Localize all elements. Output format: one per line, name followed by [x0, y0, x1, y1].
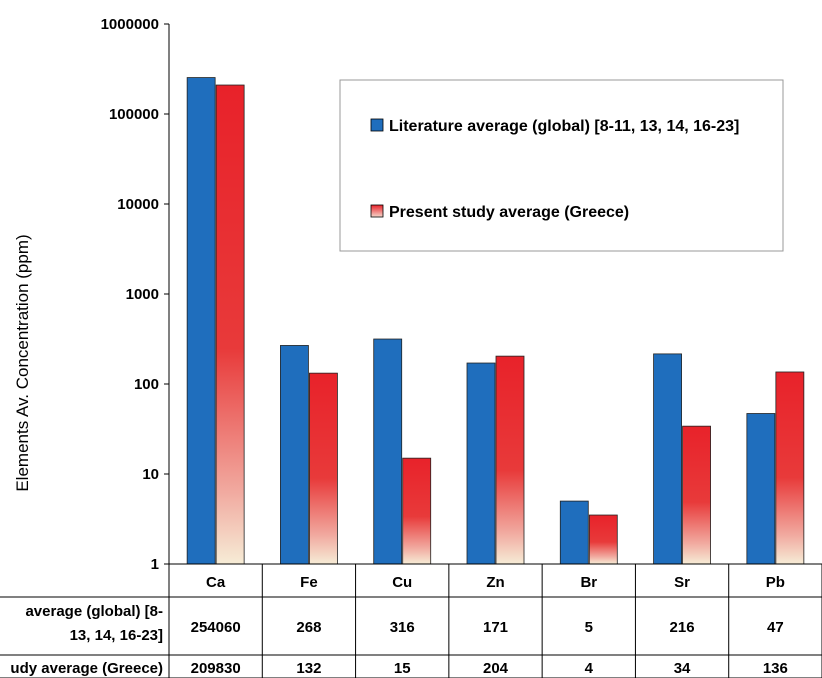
- table-row-label: average (global) [8-: [25, 603, 163, 620]
- category-label: Zn: [486, 574, 504, 591]
- table-value-present: 136: [763, 660, 788, 677]
- bar-literature-pb: [746, 413, 776, 565]
- bar-literature-ca: [186, 77, 216, 565]
- y-tick-label: 100000: [109, 106, 159, 123]
- table-value-literature: 268: [296, 619, 321, 636]
- bar-literature-br: [559, 500, 589, 565]
- table-value-present: 34: [674, 660, 691, 677]
- y-tick-label: 1000: [126, 286, 159, 303]
- bar-present-zn: [495, 355, 525, 565]
- table-value-literature: 316: [390, 619, 415, 636]
- bar-literature-sr: [653, 353, 682, 565]
- category-label: Fe: [300, 574, 318, 591]
- legend-label-present: Present study average (Greece): [389, 204, 629, 221]
- category-label: Br: [580, 574, 597, 591]
- y-tick-label: 1: [151, 556, 159, 573]
- bar-present-sr: [682, 425, 711, 565]
- legend-box: [339, 79, 784, 252]
- legend-swatch-literature: [370, 118, 384, 132]
- category-label: Cu: [392, 574, 412, 591]
- y-tick-label: 10: [142, 466, 159, 483]
- bar-present-pb: [775, 371, 805, 565]
- bar-present-br: [588, 514, 618, 565]
- bar-present-cu: [402, 457, 432, 565]
- table-value-literature: 171: [483, 619, 508, 636]
- table-value-present: 204: [483, 660, 509, 677]
- legend-label-literature: Literature average (global) [8-11, 13, 1…: [389, 118, 739, 135]
- bar-present-ca: [215, 84, 245, 565]
- bar-literature-zn: [466, 362, 496, 565]
- bars: [186, 77, 805, 565]
- table-value-present: 209830: [191, 660, 241, 677]
- y-tick-label: 100: [134, 376, 159, 393]
- table-value-literature: 254060: [191, 619, 241, 636]
- bar-present-fe: [309, 372, 338, 565]
- category-label: Pb: [766, 574, 785, 591]
- table-value-present: 15: [394, 660, 411, 677]
- y-axis-title: Elements Av. Concentration (ppm): [13, 234, 32, 491]
- table-value-literature: 216: [670, 619, 695, 636]
- bar-literature-cu: [373, 338, 403, 565]
- data-table: Ca Fe Cu Zn Br Sr Pb average (global) [8- 13, 14…: [0, 563, 822, 678]
- y-tick-label: 1000000: [101, 16, 159, 33]
- category-label: Sr: [674, 574, 690, 591]
- bar-literature-fe: [280, 345, 309, 565]
- table-row-label: udy average (Greece): [10, 660, 163, 677]
- table-value-present: 4: [585, 660, 594, 677]
- table-value-present: 132: [296, 660, 321, 677]
- table-value-literature: 5: [585, 619, 593, 636]
- category-label: Ca: [206, 574, 226, 591]
- table-row-label: 13, 14, 16-23]: [70, 627, 163, 644]
- legend-swatch-present: [370, 204, 384, 218]
- table-value-literature: 47: [767, 619, 784, 636]
- y-axis: 1 10 100 1000 10000 100000 1000000: [101, 16, 170, 573]
- legend: Literature average (global) [8-11, 13, 1…: [339, 79, 784, 252]
- y-tick-label: 10000: [117, 196, 159, 213]
